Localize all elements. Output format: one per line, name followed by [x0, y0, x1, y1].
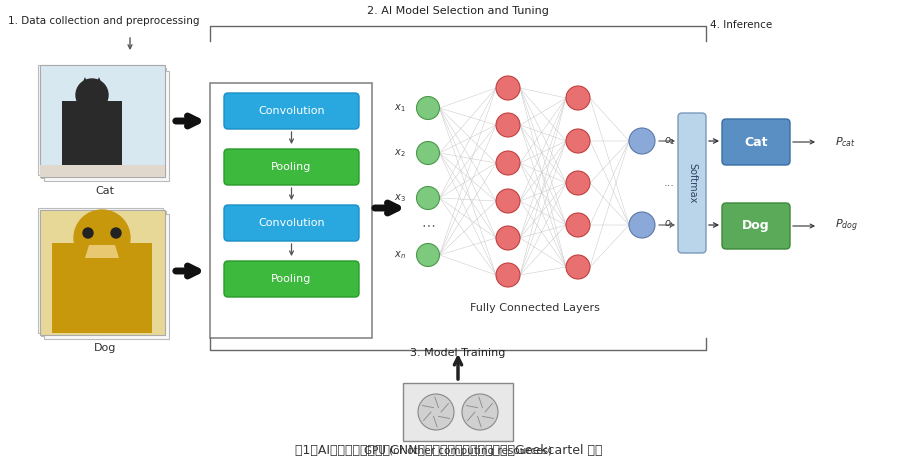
- FancyBboxPatch shape: [224, 205, 359, 241]
- Text: Cat: Cat: [745, 136, 768, 149]
- Circle shape: [629, 128, 655, 154]
- FancyBboxPatch shape: [224, 149, 359, 185]
- Bar: [38, 208, 163, 333]
- Text: 2. AI Model Selection and Tuning: 2. AI Model Selection and Tuning: [367, 6, 549, 16]
- FancyBboxPatch shape: [722, 119, 790, 165]
- Bar: [40, 210, 165, 335]
- Text: Dog: Dog: [94, 343, 117, 353]
- Bar: [40, 65, 165, 177]
- Text: Cat: Cat: [95, 186, 115, 196]
- Text: $x_3$: $x_3$: [394, 192, 406, 204]
- Circle shape: [111, 228, 121, 238]
- Polygon shape: [80, 77, 90, 89]
- Text: $x_1$: $x_1$: [395, 102, 406, 114]
- Circle shape: [416, 244, 440, 267]
- Text: 4. Inference: 4. Inference: [710, 20, 772, 30]
- Text: Dog: Dog: [742, 219, 770, 232]
- Circle shape: [76, 79, 108, 111]
- Circle shape: [416, 142, 440, 164]
- FancyBboxPatch shape: [722, 203, 790, 249]
- Bar: [403, 383, 513, 441]
- Circle shape: [496, 189, 520, 213]
- FancyBboxPatch shape: [224, 261, 359, 297]
- Text: 图1：AI开发过程（以使用CNN进行猫狗分类为例）来源：由Geekcartel 制作: 图1：AI开发过程（以使用CNN进行猫狗分类为例）来源：由Geekcartel …: [295, 444, 602, 457]
- Bar: [41, 68, 166, 178]
- Text: ⋯: ⋯: [421, 218, 435, 232]
- Polygon shape: [62, 101, 122, 171]
- Text: Convolution: Convolution: [258, 106, 325, 116]
- Text: GPU (or other computing resources): GPU (or other computing resources): [364, 446, 552, 456]
- Text: 3. Model Training: 3. Model Training: [410, 348, 506, 358]
- Text: $o_1$: $o_1$: [664, 135, 675, 147]
- Circle shape: [496, 263, 520, 287]
- Text: $P_{cat}$: $P_{cat}$: [835, 135, 856, 149]
- Bar: [41, 211, 166, 336]
- FancyBboxPatch shape: [678, 113, 706, 253]
- Circle shape: [418, 394, 454, 430]
- Circle shape: [566, 129, 590, 153]
- Circle shape: [566, 213, 590, 237]
- Text: $x_n$: $x_n$: [394, 249, 406, 261]
- Text: $o_j$: $o_j$: [664, 219, 674, 231]
- Circle shape: [496, 76, 520, 100]
- Text: 1. Data collection and preprocessing: 1. Data collection and preprocessing: [8, 16, 199, 26]
- Text: Convolution: Convolution: [258, 218, 325, 228]
- Bar: [44, 214, 169, 339]
- Bar: [38, 65, 163, 175]
- Text: $P_{dog}$: $P_{dog}$: [835, 218, 858, 234]
- Circle shape: [566, 86, 590, 110]
- Text: Softmax: Softmax: [687, 163, 697, 203]
- Text: ...: ...: [664, 178, 675, 188]
- Circle shape: [566, 171, 590, 195]
- Text: Pooling: Pooling: [271, 162, 311, 172]
- Circle shape: [496, 226, 520, 250]
- Text: Fully Connected Layers: Fully Connected Layers: [470, 303, 600, 313]
- Circle shape: [74, 210, 130, 266]
- Bar: [40, 165, 165, 177]
- Text: Pooling: Pooling: [271, 274, 311, 284]
- Bar: [44, 71, 169, 181]
- Polygon shape: [52, 243, 152, 333]
- Circle shape: [629, 212, 655, 238]
- FancyBboxPatch shape: [224, 93, 359, 129]
- Circle shape: [462, 394, 498, 430]
- Circle shape: [416, 187, 440, 209]
- Circle shape: [416, 96, 440, 119]
- Polygon shape: [85, 245, 119, 258]
- Circle shape: [496, 113, 520, 137]
- Circle shape: [83, 228, 93, 238]
- Text: $x_2$: $x_2$: [395, 147, 406, 159]
- Circle shape: [566, 255, 590, 279]
- Bar: [210, 83, 372, 338]
- Circle shape: [496, 151, 520, 175]
- Polygon shape: [94, 77, 104, 89]
